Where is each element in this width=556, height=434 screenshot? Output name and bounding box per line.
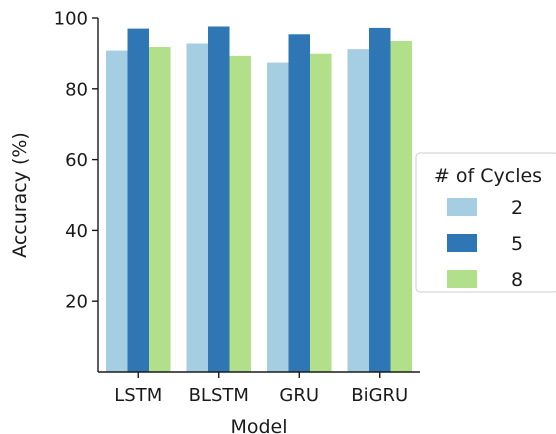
bar-bigru-cycles-2	[347, 49, 369, 373]
x-tick-label: GRU	[279, 385, 319, 406]
bar-gru-cycles-8	[310, 53, 332, 372]
bar-bigru-cycles-8	[390, 41, 412, 372]
bars-group	[106, 26, 412, 373]
y-tick-label: 60	[65, 150, 88, 171]
legend: # of Cycles 2 5 8	[415, 152, 556, 293]
x-tick-label: BLSTM	[189, 385, 249, 406]
y-tick-label: 100	[54, 9, 88, 30]
axes-group	[97, 18, 420, 373]
legend-swatch-5	[447, 234, 477, 252]
bar-lstm-cycles-8	[149, 47, 171, 372]
bar-blstm-cycles-5	[208, 26, 230, 372]
x-tick-label: BiGRU	[351, 385, 408, 406]
bar-lstm-cycles-2	[106, 50, 128, 372]
y-tick-label: 80	[65, 79, 88, 100]
bar-bigru-cycles-5	[369, 27, 391, 372]
y-tick-label: 20	[65, 292, 88, 313]
y-tick-label: 40	[65, 221, 88, 242]
bar-gru-cycles-2	[267, 62, 289, 372]
legend-swatch-2	[447, 198, 477, 216]
legend-swatch-8	[447, 270, 477, 288]
x-axis-title: Model	[230, 416, 287, 434]
bar-lstm-cycles-5	[127, 28, 149, 373]
x-tick-label: LSTM	[114, 385, 162, 406]
bar-gru-cycles-5	[288, 34, 310, 372]
bar-blstm-cycles-8	[229, 55, 251, 372]
legend-title: # of Cycles	[434, 165, 542, 187]
y-ticks-group: 20 40 60 80 100	[54, 9, 98, 313]
legend-label-5: 5	[511, 233, 523, 255]
legend-box	[415, 152, 556, 293]
legend-label-8: 8	[511, 269, 523, 291]
x-ticks-group: LSTM BLSTM GRU BiGRU	[114, 372, 408, 406]
bar-blstm-cycles-2	[186, 43, 208, 373]
y-axis-title: Accuracy (%)	[9, 132, 31, 258]
legend-label-2: 2	[511, 197, 523, 219]
